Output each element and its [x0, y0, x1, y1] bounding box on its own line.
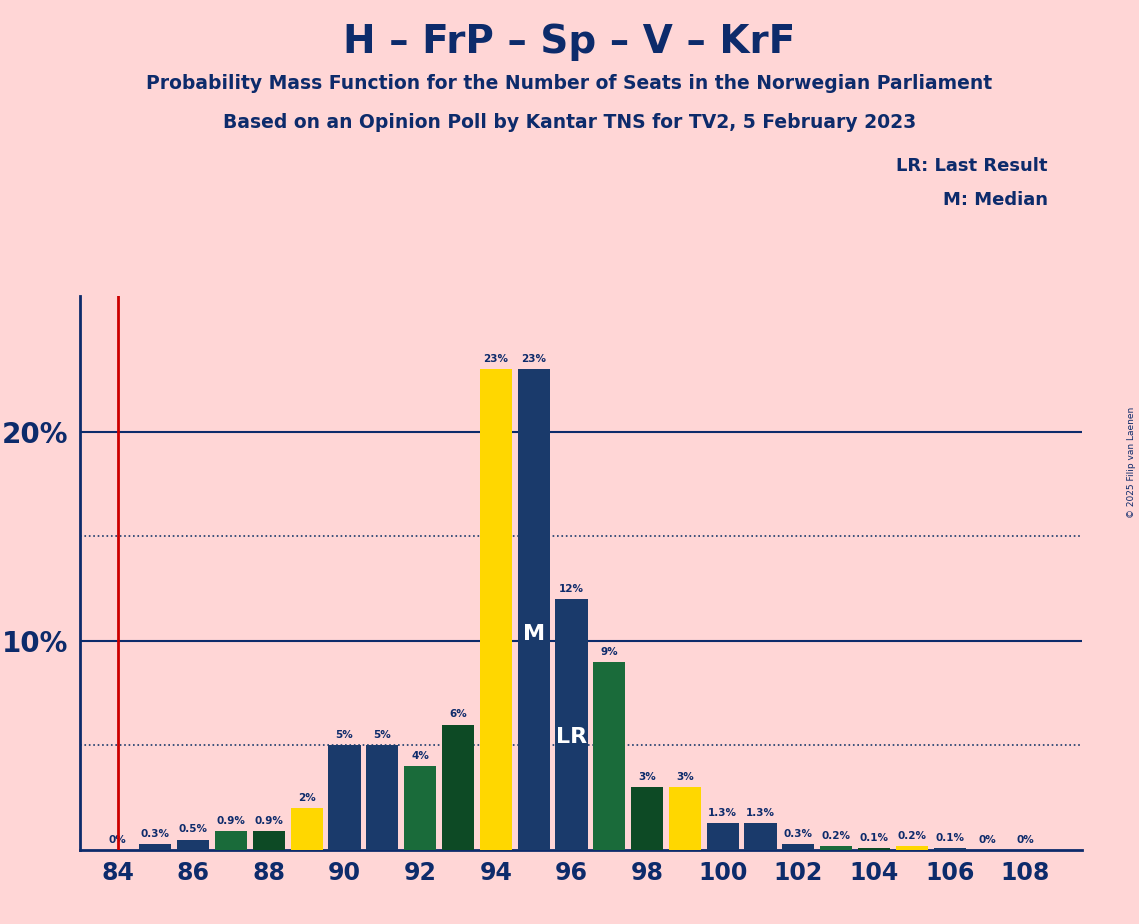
- Bar: [631, 787, 663, 850]
- Text: 23%: 23%: [522, 354, 546, 364]
- Bar: [480, 369, 511, 850]
- Bar: [858, 848, 890, 850]
- Bar: [290, 808, 322, 850]
- Bar: [253, 832, 285, 850]
- Text: 3%: 3%: [638, 772, 656, 782]
- Text: 6%: 6%: [449, 710, 467, 719]
- Text: 1.3%: 1.3%: [746, 808, 775, 818]
- Text: 12%: 12%: [559, 584, 584, 594]
- Bar: [706, 823, 739, 850]
- Text: 1.3%: 1.3%: [708, 808, 737, 818]
- Bar: [820, 845, 852, 850]
- Text: 5%: 5%: [336, 730, 353, 740]
- Bar: [593, 662, 625, 850]
- Bar: [745, 823, 777, 850]
- Bar: [556, 599, 588, 850]
- Bar: [517, 369, 550, 850]
- Text: Based on an Opinion Poll by Kantar TNS for TV2, 5 February 2023: Based on an Opinion Poll by Kantar TNS f…: [223, 113, 916, 132]
- Text: 0.2%: 0.2%: [821, 831, 851, 841]
- Bar: [934, 848, 966, 850]
- Bar: [178, 840, 210, 850]
- Text: H – FrP – Sp – V – KrF: H – FrP – Sp – V – KrF: [343, 23, 796, 61]
- Text: 9%: 9%: [600, 647, 618, 657]
- Text: LR: Last Result: LR: Last Result: [896, 157, 1048, 175]
- Text: 0.3%: 0.3%: [141, 829, 170, 839]
- Bar: [139, 844, 172, 850]
- Text: 0.1%: 0.1%: [935, 833, 965, 843]
- Text: 3%: 3%: [677, 772, 694, 782]
- Text: 0%: 0%: [1016, 835, 1034, 845]
- Text: M: Median: M: Median: [943, 191, 1048, 209]
- Text: © 2025 Filip van Laenen: © 2025 Filip van Laenen: [1126, 407, 1136, 517]
- Bar: [367, 746, 399, 850]
- Bar: [895, 845, 928, 850]
- Text: 2%: 2%: [297, 793, 316, 803]
- Bar: [669, 787, 700, 850]
- Bar: [215, 832, 247, 850]
- Bar: [328, 746, 361, 850]
- Text: 0.1%: 0.1%: [860, 833, 888, 843]
- Text: M: M: [523, 624, 544, 643]
- Text: 0.2%: 0.2%: [898, 831, 926, 841]
- Bar: [442, 724, 474, 850]
- Text: 0%: 0%: [108, 835, 126, 845]
- Bar: [782, 844, 814, 850]
- Text: LR: LR: [556, 727, 587, 748]
- Text: 0.3%: 0.3%: [784, 829, 813, 839]
- Text: 0.9%: 0.9%: [216, 816, 246, 826]
- Text: 0.5%: 0.5%: [179, 824, 207, 834]
- Text: 5%: 5%: [374, 730, 391, 740]
- Text: 0%: 0%: [978, 835, 997, 845]
- Text: 23%: 23%: [483, 354, 508, 364]
- Text: 4%: 4%: [411, 751, 429, 761]
- Bar: [404, 766, 436, 850]
- Text: Probability Mass Function for the Number of Seats in the Norwegian Parliament: Probability Mass Function for the Number…: [147, 74, 992, 93]
- Text: 0.9%: 0.9%: [254, 816, 284, 826]
